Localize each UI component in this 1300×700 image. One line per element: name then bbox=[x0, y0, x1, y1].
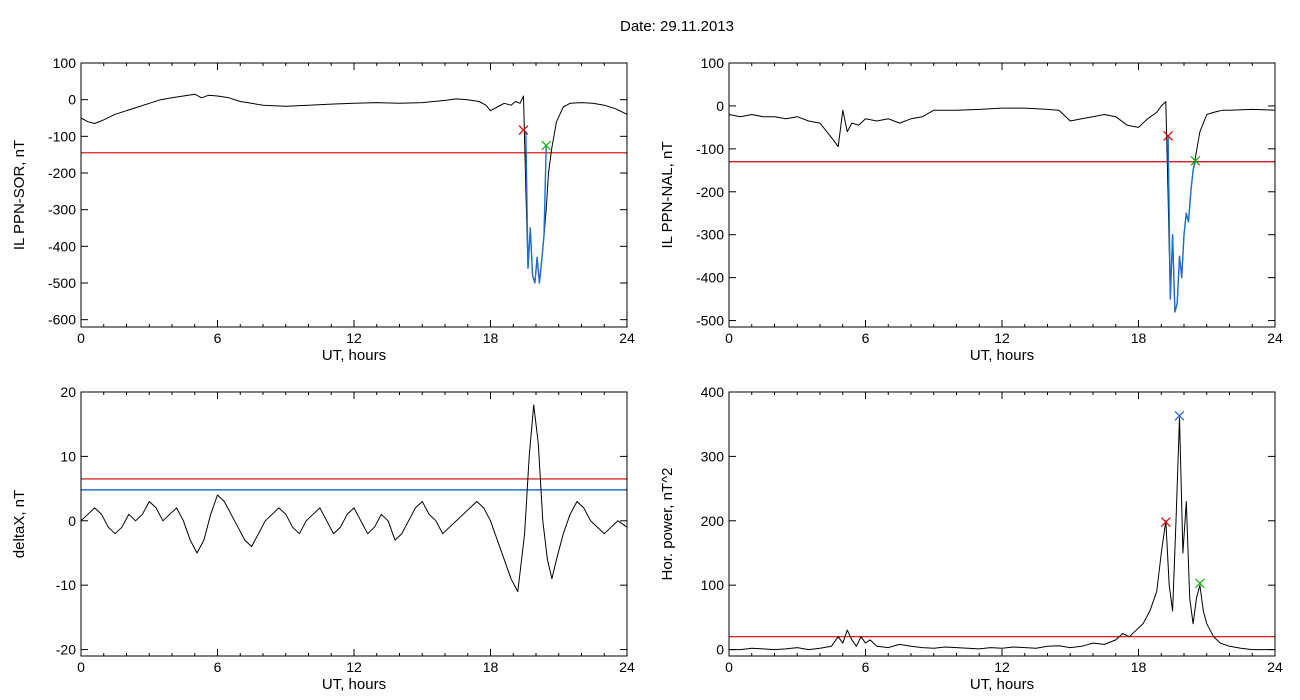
x-tick-label: 6 bbox=[214, 330, 222, 346]
y-tick-label: 100 bbox=[701, 577, 725, 593]
marker-red bbox=[1163, 131, 1173, 141]
y-tick-label: -300 bbox=[48, 202, 76, 218]
x-tick-label: 24 bbox=[619, 330, 635, 346]
y-tick-label: -200 bbox=[696, 184, 724, 200]
x-tick-label: 12 bbox=[994, 659, 1010, 675]
x-tick-label: 18 bbox=[483, 330, 499, 346]
x-axis-label: UT, hours bbox=[970, 347, 1034, 364]
x-tick-label: 18 bbox=[1131, 330, 1147, 346]
x-tick-label: 6 bbox=[862, 659, 870, 675]
y-tick-label: 20 bbox=[60, 384, 76, 400]
y-tick-label: 200 bbox=[701, 513, 725, 529]
marker-green bbox=[1195, 578, 1205, 589]
y-tick-label: 400 bbox=[701, 384, 725, 400]
y-tick-label: -100 bbox=[48, 128, 76, 144]
y-tick-label: 100 bbox=[701, 55, 725, 71]
y-tick-label: -400 bbox=[696, 270, 724, 286]
marker-green bbox=[1190, 155, 1201, 166]
x-tick-label: 18 bbox=[483, 659, 499, 675]
y-tick-label: 0 bbox=[716, 642, 724, 658]
trace-line bbox=[80, 93, 628, 284]
y-tick-label: 10 bbox=[60, 448, 76, 464]
y-tick-label: -20 bbox=[56, 642, 76, 658]
y-axis-label: Hor. power, nT^2 bbox=[659, 468, 676, 581]
y-tick-label: -500 bbox=[48, 275, 76, 291]
page-title: Date: 29.11.2013 bbox=[620, 18, 734, 35]
y-tick-label: -200 bbox=[48, 165, 76, 181]
x-tick-label: 0 bbox=[77, 330, 85, 346]
x-axis-label: UT, hours bbox=[322, 347, 386, 364]
y-tick-label: -600 bbox=[48, 312, 76, 328]
y-tick-label: 0 bbox=[716, 98, 724, 114]
panel-il-ppn-nal: 0 6 12 18 24 -500 -400 -300 -200 -100 0 100 UT, hour… bbox=[659, 55, 1283, 364]
panel-deltax: 0 6 12 18 24 -20 -10 0 10 20 UT, hours deltaX, nT bbox=[11, 384, 635, 693]
marker-green bbox=[541, 140, 552, 151]
highlight-segment-line bbox=[1167, 135, 1197, 313]
x-tick-label: 0 bbox=[77, 659, 85, 675]
plot-frame bbox=[728, 391, 1276, 657]
y-axis-label: IL PPN-NAL, nT bbox=[659, 142, 676, 249]
trace-line bbox=[729, 417, 1275, 651]
x-tick-label: 0 bbox=[725, 330, 733, 346]
x-tick-label: 0 bbox=[725, 659, 733, 675]
highlight-segment-line bbox=[525, 130, 547, 284]
panel-horizontal-power: 0 6 12 18 24 0 100 200 300 400 UT, hours Hor. power… bbox=[659, 384, 1283, 693]
x-tick-label: 24 bbox=[1267, 330, 1283, 346]
x-tick-label: 24 bbox=[619, 659, 635, 675]
x-tick-label: 12 bbox=[994, 330, 1010, 346]
x-tick-label: 12 bbox=[346, 330, 362, 346]
y-axis-label: deltaX, nT bbox=[11, 490, 28, 558]
y-tick-label: -500 bbox=[696, 313, 724, 329]
x-axis-label: UT, hours bbox=[322, 676, 386, 693]
plot-frame bbox=[80, 391, 628, 657]
y-tick-label: 300 bbox=[701, 448, 725, 464]
x-tick-label: 6 bbox=[862, 330, 870, 346]
trace-line bbox=[80, 404, 628, 593]
y-tick-label: -400 bbox=[48, 238, 76, 254]
panel-il-ppn-sor: 0 6 12 18 24 -600 -500 -400 -300 -200 -100 0 100 UT, … bbox=[11, 55, 635, 364]
marker-red bbox=[518, 125, 529, 136]
y-tick-label: 0 bbox=[68, 92, 76, 108]
y-tick-label: -10 bbox=[56, 577, 76, 593]
marker-blue bbox=[1174, 410, 1185, 421]
plot-frame bbox=[728, 62, 1276, 328]
y-tick-label: -100 bbox=[696, 141, 724, 157]
x-tick-label: 18 bbox=[1131, 659, 1147, 675]
y-tick-label: -300 bbox=[696, 227, 724, 243]
y-tick-label: 100 bbox=[53, 55, 77, 71]
x-tick-label: 24 bbox=[1267, 659, 1283, 675]
marker-red bbox=[1160, 517, 1171, 527]
x-tick-label: 6 bbox=[214, 659, 222, 675]
y-tick-label: 0 bbox=[68, 513, 76, 529]
y-axis-label: IL PPN-SOR, nT bbox=[11, 140, 28, 250]
trace-line bbox=[728, 101, 1276, 313]
x-tick-label: 12 bbox=[346, 659, 362, 675]
x-axis-label: UT, hours bbox=[970, 676, 1034, 693]
